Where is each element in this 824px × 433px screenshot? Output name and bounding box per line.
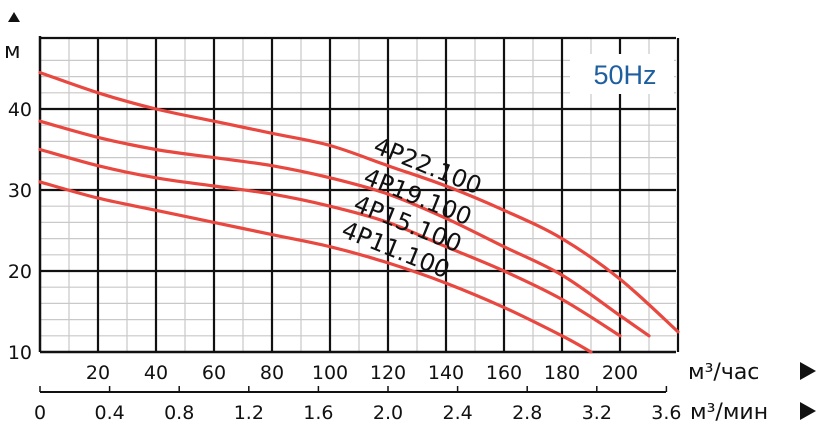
curve-4p15-100 xyxy=(38,147,622,338)
y-tick-label: 40 xyxy=(8,99,32,121)
x-axis-unit-primary: м³/час xyxy=(688,360,759,385)
x-tick-label-primary: 60 xyxy=(202,362,226,384)
x-tick-label-primary: 120 xyxy=(370,362,406,384)
x-tick-label-primary: 140 xyxy=(428,362,464,384)
x-tick-label-secondary: 2.4 xyxy=(442,402,472,424)
curve-4p22-100 xyxy=(38,71,680,334)
x-tick-label-secondary: 2.8 xyxy=(512,402,542,424)
x-tick-label-secondary: 0 xyxy=(34,402,46,424)
frequency-label-backing xyxy=(570,54,674,94)
tick-labels: 10 20 30 40 20 40 60 80 100 120 140 160 180 200 0 0.4 0.… xyxy=(8,99,682,424)
y-axis-arrow-icon xyxy=(8,12,20,22)
x-tick-label-primary: 180 xyxy=(544,362,580,384)
y-tick-label: 20 xyxy=(8,261,32,283)
x-tick-label-secondary: 3.6 xyxy=(651,402,681,424)
y-axis-unit: м xyxy=(4,39,21,64)
x-tick-label-secondary: 3.2 xyxy=(582,402,612,424)
x-tick-label-secondary: 2.0 xyxy=(373,402,403,424)
x-axis-arrow-primary-icon xyxy=(800,362,816,380)
x-tick-label-primary: 80 xyxy=(260,362,284,384)
y-tick-label: 10 xyxy=(8,342,32,364)
x-axis-unit-secondary: м³/мин xyxy=(690,400,768,425)
frequency-label: 50Hz xyxy=(593,60,656,90)
x-tick-label-primary: 100 xyxy=(312,362,348,384)
x-tick-label-primary: 160 xyxy=(486,362,522,384)
y-tick-label: 30 xyxy=(8,180,32,202)
pump-curves xyxy=(38,71,680,354)
x-tick-label-secondary: 1.6 xyxy=(303,402,333,424)
x-tick-label-primary: 40 xyxy=(144,362,168,384)
x-tick-label-secondary: 1.2 xyxy=(234,402,264,424)
axes xyxy=(38,36,676,393)
x-tick-label-primary: 20 xyxy=(86,362,110,384)
x-tick-label-primary: 200 xyxy=(602,362,638,384)
x-tick-label-secondary: 0.4 xyxy=(94,402,124,424)
curve-4p11-100 xyxy=(38,180,593,354)
curve-4p19-100 xyxy=(38,119,651,338)
x-tick-label-secondary: 0.8 xyxy=(164,402,194,424)
x-axis-arrow-secondary-icon xyxy=(800,402,816,420)
